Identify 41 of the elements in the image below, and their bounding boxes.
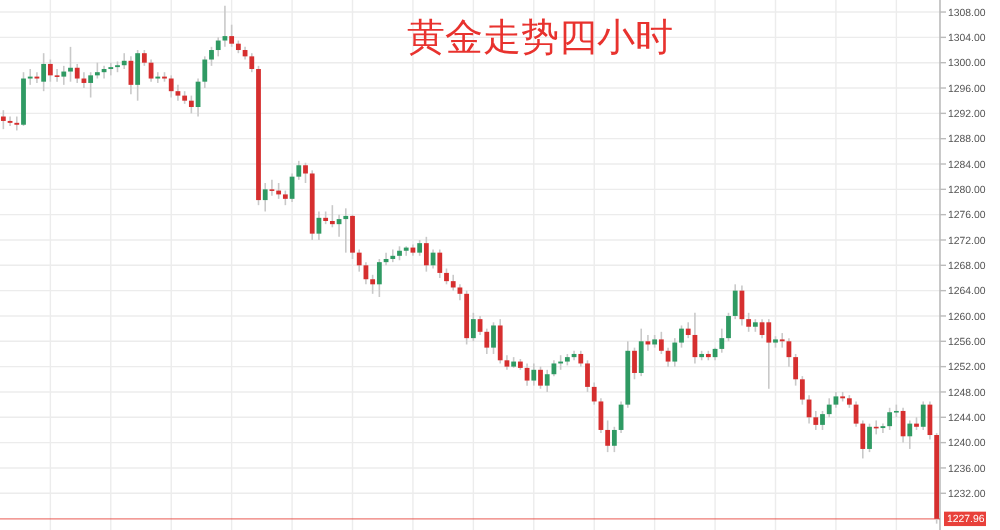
- candlestick: [907, 419, 913, 450]
- candlestick: [470, 312, 476, 343]
- candlestick: [491, 321, 496, 355]
- candlestick: [403, 245, 409, 257]
- candlestick: [88, 71, 94, 99]
- candlestick: [531, 362, 537, 387]
- candlestick: [0, 109, 6, 130]
- candlestick: [497, 318, 503, 365]
- candlestick: [638, 327, 644, 377]
- candlestick: [61, 65, 67, 86]
- candlestick: [47, 58, 53, 83]
- candlestick: [41, 52, 47, 92]
- candlestick: [920, 400, 926, 431]
- candlestick: [672, 337, 678, 368]
- candlestick: [390, 248, 396, 263]
- candlestick: [74, 63, 80, 84]
- candlestick: [423, 236, 429, 273]
- chart-title: 黄金走势四小时: [407, 16, 673, 60]
- candlestick: [437, 248, 443, 279]
- candlestick: [632, 346, 637, 381]
- candlestick: [262, 182, 268, 213]
- candlestick: [68, 46, 73, 83]
- candlestick: [538, 365, 543, 390]
- candlestick: [108, 61, 114, 77]
- candlestick: [343, 207, 349, 254]
- candlestick: [887, 406, 893, 431]
- candlestick: [826, 397, 832, 419]
- candlestick: [14, 115, 20, 132]
- candlestick: [867, 422, 872, 453]
- candlestick: [766, 318, 772, 390]
- candlestick: [464, 289, 470, 346]
- candlestick: [376, 258, 382, 298]
- candlestick: [135, 49, 141, 102]
- candlestick: [54, 68, 60, 83]
- candlestick: [21, 71, 26, 127]
- candlestick: [222, 4, 228, 48]
- candlestick: [168, 74, 174, 99]
- candlestick: [269, 179, 275, 197]
- candlestick: [329, 204, 335, 229]
- candlestick: [121, 52, 127, 70]
- candlestick: [155, 71, 161, 84]
